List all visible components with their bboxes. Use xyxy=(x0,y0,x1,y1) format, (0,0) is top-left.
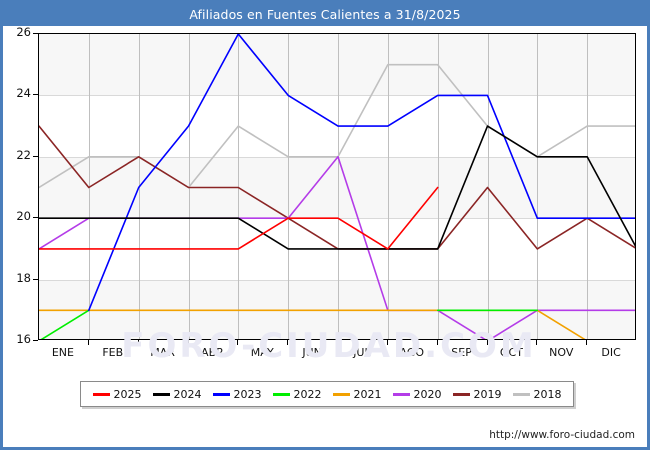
x-axis-tick-label: NOV xyxy=(549,346,574,359)
x-axis-tick-mark xyxy=(586,340,588,345)
legend-label: 2020 xyxy=(413,387,442,401)
series-lines xyxy=(39,34,635,339)
x-axis-tick-mark xyxy=(486,340,488,345)
legend-swatch-icon xyxy=(512,392,530,396)
x-axis-tick-label: MAR xyxy=(150,346,175,359)
legend-item-2024[interactable]: 2024 xyxy=(152,387,202,401)
footer-url: http://www.foro-ciudad.com xyxy=(489,429,635,441)
x-axis-tick-mark xyxy=(137,340,139,345)
y-axis-tick-mark xyxy=(33,94,38,96)
x-axis-tick-mark xyxy=(436,340,438,345)
x-axis-tick-label: DIC xyxy=(601,346,621,359)
legend-label: 2018 xyxy=(533,387,562,401)
y-axis-tick-mark xyxy=(33,33,38,34)
chart-stage: 16 18 20 22 24 26 ENE FEB MAR ABR MAY JUN JUL AGO SEP… xyxy=(3,26,647,447)
legend-item-2019[interactable]: 2019 xyxy=(452,387,502,401)
legend-swatch-icon xyxy=(212,392,230,396)
y-axis-tick-label: 16 xyxy=(16,332,31,346)
y-axis-tick-mark xyxy=(33,278,38,280)
x-axis-tick-mark xyxy=(287,340,289,345)
y-axis-tick-mark xyxy=(33,155,38,157)
series-line-2023 xyxy=(87,34,635,312)
x-axis-tick-mark xyxy=(337,340,338,345)
legend-label: 2019 xyxy=(473,387,502,401)
y-axis-tick-mark xyxy=(33,340,38,341)
legend-item-2023[interactable]: 2023 xyxy=(212,387,262,401)
legend-swatch-icon xyxy=(92,392,110,396)
x-axis-tick-label: JUN xyxy=(302,346,322,359)
y-axis-tick-label: 20 xyxy=(16,209,31,224)
legend-swatch-icon xyxy=(272,392,290,396)
x-axis-tick-label: JUL xyxy=(353,346,371,359)
plot-area xyxy=(38,33,636,340)
legend-swatch-icon xyxy=(152,392,170,396)
legend-item-2021[interactable]: 2021 xyxy=(332,387,382,401)
legend-label: 2024 xyxy=(173,387,202,401)
y-axis-tick-label: 26 xyxy=(16,25,31,39)
page-title: Afiliados en Fuentes Calientes a 31/8/20… xyxy=(189,7,461,22)
legend-swatch-icon xyxy=(392,392,410,396)
y-axis-tick-label: 24 xyxy=(16,86,31,101)
x-axis-tick-mark xyxy=(87,340,89,345)
x-axis-tick-label: FEB xyxy=(102,346,124,359)
x-axis-tick-label: MAY xyxy=(250,346,274,359)
legend-item-2022[interactable]: 2022 xyxy=(272,387,322,401)
y-axis-tick-mark xyxy=(33,217,38,219)
legend-label: 2021 xyxy=(353,387,382,401)
series-line-2021 xyxy=(39,309,586,339)
chart-legend: 2025 2024 2023 2022 2021 2020 2019 2018 xyxy=(80,381,574,407)
legend-label: 2023 xyxy=(233,387,262,401)
legend-item-2020[interactable]: 2020 xyxy=(392,387,442,401)
y-axis-tick-label: 22 xyxy=(16,147,31,162)
x-axis-tick-label: AGO xyxy=(399,346,424,359)
x-axis-tick-label: SEP xyxy=(451,346,472,359)
x-axis-tick-label: OCT xyxy=(499,346,523,359)
legend-swatch-icon xyxy=(332,392,350,396)
x-axis-tick-label: ABR xyxy=(201,346,224,359)
y-axis-tick-label: 18 xyxy=(16,270,31,285)
legend-label: 2022 xyxy=(293,387,322,401)
series-line-2025 xyxy=(39,186,439,250)
legend-swatch-icon xyxy=(452,392,470,396)
legend-item-2018[interactable]: 2018 xyxy=(512,387,562,401)
legend-item-2025[interactable]: 2025 xyxy=(92,387,142,401)
series-line-2022 xyxy=(40,309,90,339)
series-line-2024 xyxy=(39,125,635,250)
x-axis-tick-label: ENE xyxy=(51,346,74,359)
x-axis-tick-mark xyxy=(536,340,538,345)
x-axis-tick-mark xyxy=(187,340,189,345)
x-axis-tick-mark xyxy=(386,340,388,345)
legend-label: 2025 xyxy=(113,387,142,401)
chart-title-bar: Afiliados en Fuentes Calientes a 31/8/20… xyxy=(3,3,647,26)
series-line-2019 xyxy=(39,125,635,250)
x-axis-tick-mark xyxy=(237,340,239,345)
